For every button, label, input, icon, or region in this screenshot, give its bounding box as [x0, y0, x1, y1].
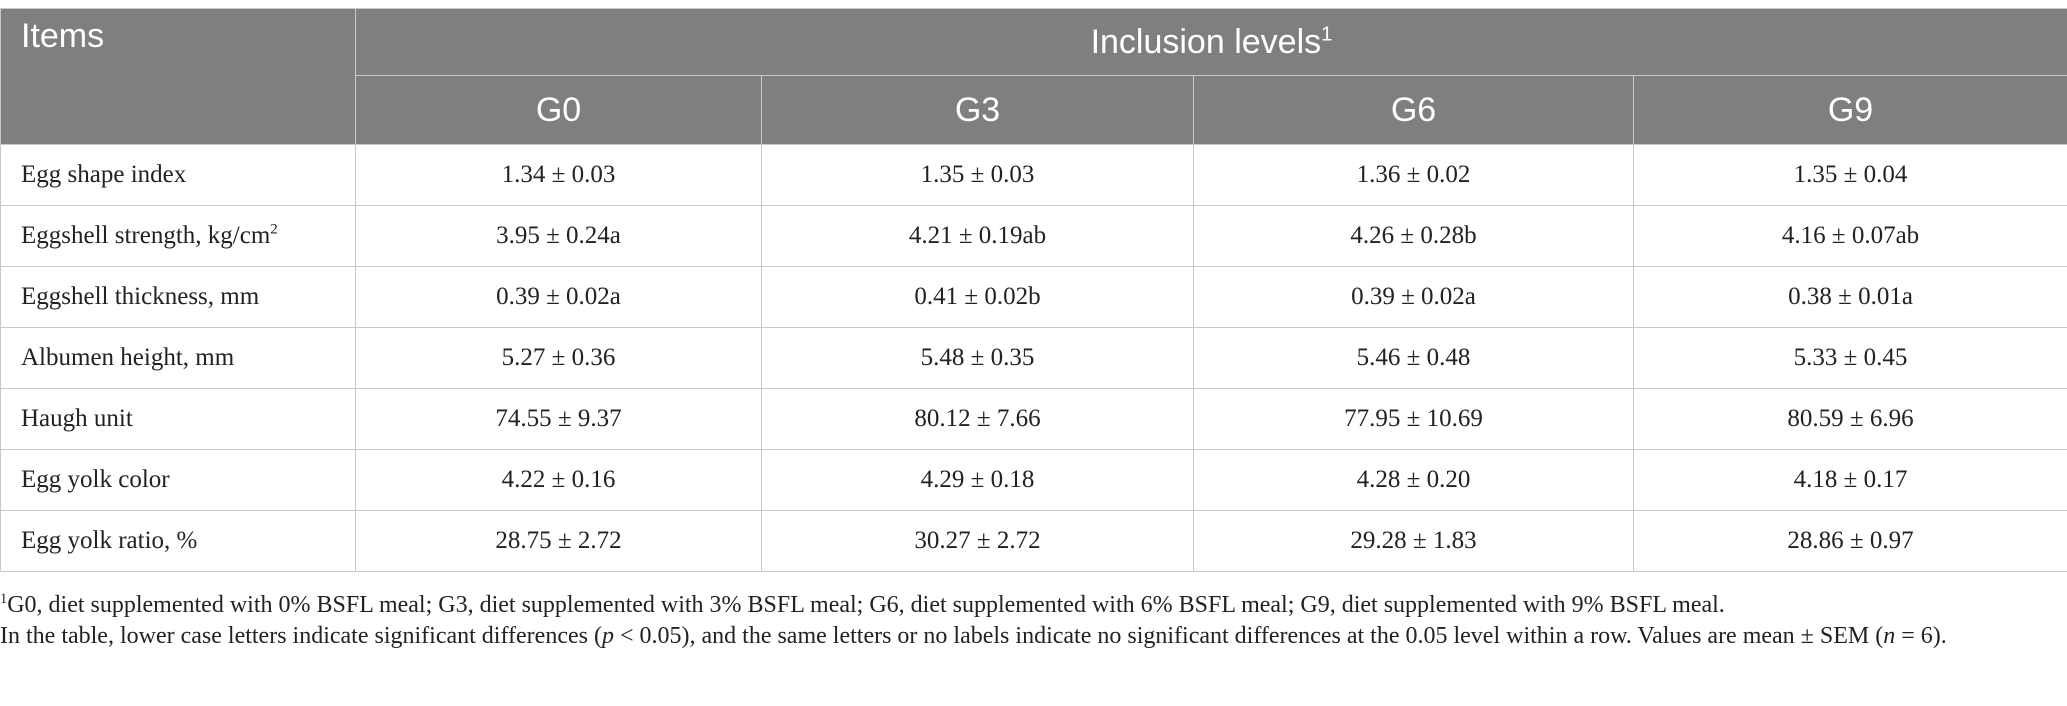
table-cell: 28.75 ± 2.72	[355, 510, 762, 572]
row-label-text: Eggshell thickness, mm	[21, 283, 260, 310]
table-cell: 29.28 ± 1.83	[1193, 510, 1634, 572]
row-label-text: Albumen height, mm	[21, 344, 235, 371]
row-label-text: Haugh unit	[21, 405, 133, 432]
table-cell: 4.21 ± 0.19ab	[761, 205, 1194, 267]
row-label-text: Egg yolk ratio, %	[21, 527, 198, 554]
row-label: Egg shape index	[0, 144, 356, 206]
header-row-columns: G0 G3 G6 G9	[1, 75, 2067, 145]
footnote-2-n: n	[1883, 623, 1896, 649]
table-cell: 4.29 ± 0.18	[761, 449, 1194, 511]
table-cell: 4.16 ± 0.07ab	[1632, 205, 2067, 267]
footnote-2-text-a: In the table, lower case letters indicat…	[0, 623, 602, 649]
row-label-text: Egg shape index	[21, 161, 187, 188]
footnote-1: 1G0, diet supplemented with 0% BSFL meal…	[0, 590, 2060, 621]
row-label: Eggshell strength, kg/cm2	[0, 205, 356, 267]
table-cell: 5.27 ± 0.36	[355, 327, 762, 389]
row-label-text: Eggshell strength, kg/cm	[21, 222, 271, 249]
items-header: Items	[0, 8, 356, 145]
table-cell: 1.34 ± 0.03	[355, 144, 762, 206]
table-cell: 4.18 ± 0.17	[1632, 449, 2067, 511]
table-cell: 0.41 ± 0.02b	[761, 266, 1194, 328]
table-cell: 1.35 ± 0.03	[761, 144, 1194, 206]
inclusion-levels-header: Inclusion levels1	[354, 8, 2067, 76]
table-cell: 3.95 ± 0.24a	[355, 205, 762, 267]
table-row: Eggshell strength, kg/cm2 3.95 ± 0.24a 4…	[0, 205, 2067, 267]
table-cell: 0.38 ± 0.01a	[1632, 266, 2067, 328]
table-cell: 5.48 ± 0.35	[761, 327, 1194, 389]
footnote-1-marker: 1	[0, 591, 8, 607]
table-cell: 30.27 ± 2.72	[761, 510, 1194, 572]
inclusion-levels-footnote-marker: 1	[1321, 23, 1333, 46]
footnote-2: In the table, lower case letters indicat…	[0, 621, 2060, 652]
table-cell: 4.28 ± 0.20	[1193, 449, 1634, 511]
row-label-text: Egg yolk color	[21, 466, 170, 493]
footnote-2-p: p	[601, 623, 614, 649]
row-label: Haugh unit	[0, 388, 356, 450]
table-cell: 77.95 ± 10.69	[1193, 388, 1634, 450]
table-row: Egg yolk ratio, % 28.75 ± 2.72 30.27 ± 2…	[0, 510, 2067, 572]
table-cell: 4.22 ± 0.16	[355, 449, 762, 511]
table-cell: 0.39 ± 0.02a	[1193, 266, 1634, 328]
row-label: Egg yolk ratio, %	[0, 510, 356, 572]
table-row: Egg yolk color 4.22 ± 0.16 4.29 ± 0.18 4…	[0, 449, 2067, 511]
column-header-g0: G0	[355, 75, 762, 145]
table-cell: 5.46 ± 0.48	[1193, 327, 1634, 389]
table-row: Albumen height, mm 5.27 ± 0.36 5.48 ± 0.…	[0, 327, 2067, 389]
inclusion-levels-label: Inclusion levels	[1090, 22, 1322, 61]
footnote-2-text-c: = 6).	[1895, 623, 1947, 649]
table-row: Egg shape index 1.34 ± 0.03 1.35 ± 0.03 …	[0, 144, 2067, 206]
table-row: Haugh unit 74.55 ± 9.37 80.12 ± 7.66 77.…	[0, 388, 2067, 450]
table-cell: 4.26 ± 0.28b	[1193, 205, 1634, 267]
table-cell: 28.86 ± 0.97	[1632, 510, 2067, 572]
column-header-g3: G3	[761, 75, 1194, 145]
table-cell: 1.36 ± 0.02	[1193, 144, 1634, 206]
table-row: Eggshell thickness, mm 0.39 ± 0.02a 0.41…	[0, 266, 2067, 328]
column-header-g9: G9	[1632, 75, 2067, 145]
header-row-group: Items Inclusion levels1	[0, 8, 2067, 145]
items-header-label: Items	[21, 17, 105, 55]
row-label: Albumen height, mm	[0, 327, 356, 389]
table-footnotes: 1G0, diet supplemented with 0% BSFL meal…	[0, 590, 2060, 652]
footnote-1-text: G0, diet supplemented with 0% BSFL meal;…	[7, 592, 1725, 618]
table-cell: 0.39 ± 0.02a	[355, 266, 762, 328]
egg-quality-table: Items Inclusion levels1 G0 G3 G6 G9 Egg …	[0, 8, 2067, 572]
footnote-2-text-b: < 0.05), and the same letters or no labe…	[613, 623, 1884, 649]
table-cell: 80.59 ± 6.96	[1632, 388, 2067, 450]
table-cell: 1.35 ± 0.04	[1632, 144, 2067, 206]
table-cell: 74.55 ± 9.37	[355, 388, 762, 450]
row-label: Eggshell thickness, mm	[0, 266, 356, 328]
column-header-g6: G6	[1193, 75, 1634, 145]
table-cell: 80.12 ± 7.66	[761, 388, 1194, 450]
row-label-sup: 2	[270, 221, 278, 238]
row-label: Egg yolk color	[0, 449, 356, 511]
table-cell: 5.33 ± 0.45	[1632, 327, 2067, 389]
